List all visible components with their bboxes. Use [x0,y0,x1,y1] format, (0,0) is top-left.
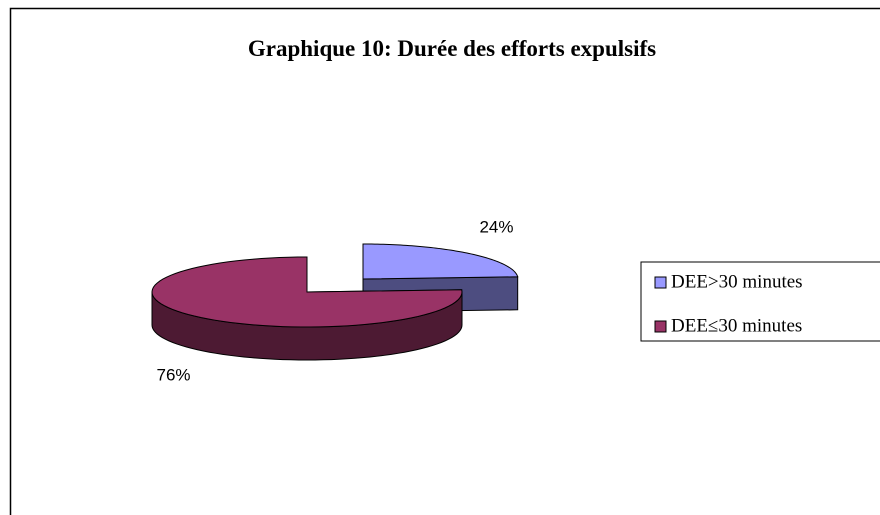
legend-swatch [654,276,667,289]
slice [362,243,519,280]
legend: DEE>30 minutes DEE≤30 minutes [654,271,803,336]
data-label: 76% [156,366,190,385]
legend-box [640,261,880,342]
slice [151,256,463,328]
pie: 24% 76% [151,217,519,385]
chart-title: Graphique 10: Durée des efforts expulsif… [248,36,656,61]
data-label: 24% [479,217,513,236]
legend-label: DEE≤30 minutes [671,315,802,336]
legend-label: DEE>30 minutes [671,271,803,292]
chart-frame [9,7,880,515]
legend-swatch [654,320,667,333]
